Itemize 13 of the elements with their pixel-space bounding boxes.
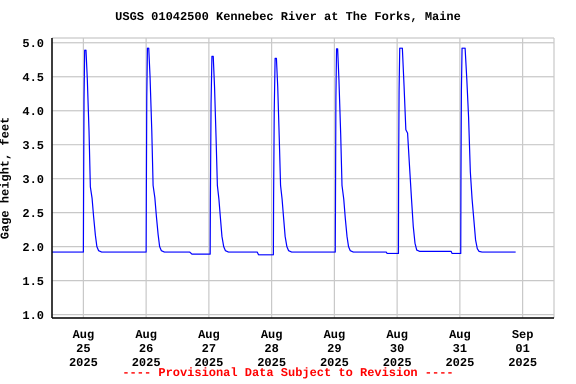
chart-title: USGS 01042500 Kennebec River at The Forks, Maine bbox=[114, 10, 462, 24]
y-tick-label: 1.5 bbox=[22, 274, 44, 289]
x-tick-label: Aug 25 2025 bbox=[68, 328, 98, 370]
y-tick-label: 5.0 bbox=[22, 37, 44, 52]
y-tick-label: 3.0 bbox=[22, 172, 44, 187]
y-tick-label: 2.5 bbox=[22, 206, 44, 221]
x-tick-label: Sep 01 2025 bbox=[508, 328, 538, 370]
y-tick-label: 2.0 bbox=[22, 240, 44, 255]
y-tick-label: 1.0 bbox=[22, 308, 44, 323]
y-tick-label: 4.5 bbox=[22, 71, 44, 85]
line-series bbox=[52, 48, 516, 256]
y-tick-label: 4.0 bbox=[22, 104, 44, 119]
y-tick-label: 3.5 bbox=[22, 138, 44, 153]
